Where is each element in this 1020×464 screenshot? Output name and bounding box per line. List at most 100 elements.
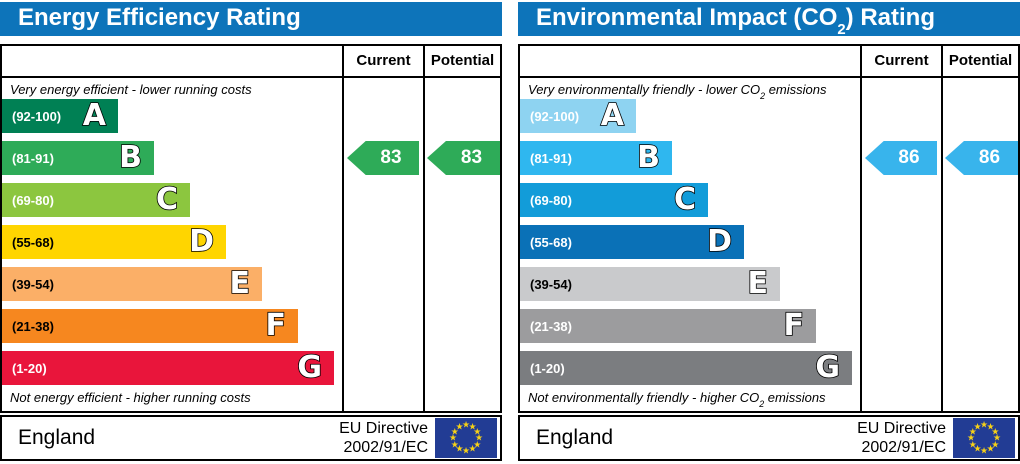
current-column-header: Current <box>874 52 929 69</box>
eu-directive-label: EU Directive 2002/91/EC <box>857 417 946 459</box>
environmental-impact-panel: Environmental Impact (CO2) Rating Curren… <box>518 0 1020 464</box>
potential-column-header: Potential <box>430 52 495 69</box>
panel-title-bar: Environmental Impact (CO2) Rating <box>518 2 1020 38</box>
band-letter: D <box>188 224 215 260</box>
band-e: (39-54) E <box>2 266 262 302</box>
panel-title: Environmental Impact (CO2) Rating <box>518 3 935 38</box>
eu-flag-star: ★ <box>973 421 982 432</box>
eu-flag-star: ★ <box>473 439 482 449</box>
eu-flag-star: ★ <box>973 443 982 454</box>
band-letter: D <box>706 224 733 260</box>
panel-title-bar: Energy Efficiency Rating <box>0 2 502 36</box>
band-b: (81-91) B <box>520 140 672 176</box>
band-letter: A <box>600 98 625 134</box>
top-caption: Very energy efficient - lower running co… <box>10 82 252 100</box>
top-caption: Very environmentally friendly - lower CO… <box>528 82 827 102</box>
band-c: (69-80) C <box>2 182 190 218</box>
eu-directive-line2: 2002/91/EC <box>861 439 946 456</box>
band-range-label: (55-68) <box>12 234 54 250</box>
band-letter: A <box>82 98 107 134</box>
band-d: (55-68) D <box>520 224 744 260</box>
bottom-caption-text: Not environmentally friendly - higher CO <box>528 390 760 405</box>
band-f: (21-38) F <box>520 308 816 343</box>
bottom-caption: Not energy efficient - higher running co… <box>10 390 251 408</box>
band-range-label: (55-68) <box>530 234 572 250</box>
band-g: (1-20) G <box>2 350 334 386</box>
potential-rating-value: 86 <box>978 147 1001 168</box>
current-rating-value: 86 <box>898 147 920 168</box>
panel-title-text: Environmental Impact (CO <box>536 3 838 31</box>
band-range-label: (92-100) <box>530 108 580 124</box>
eu-directive-label: EU Directive 2002/91/EC <box>339 417 428 459</box>
eu-flag-star: ★ <box>966 432 976 443</box>
band-range-label: (21-38) <box>530 318 572 334</box>
band-c: (69-80) C <box>520 182 708 217</box>
eu-flag-star: ★ <box>968 426 977 436</box>
eu-directive-line1: EU Directive <box>857 420 946 437</box>
band-range-label: (1-20) <box>12 360 47 376</box>
band-range-label: (69-80) <box>12 192 54 208</box>
column-divider <box>941 46 943 411</box>
eu-flag: ★ ★ ★ ★ ★ ★ ★ ★ ★ ★ ★ ★ <box>435 418 497 458</box>
eu-flag-star: ★ <box>991 439 1000 449</box>
band-letter: E <box>747 266 769 302</box>
top-caption-text: Very energy efficient - lower running co… <box>10 82 252 97</box>
band-range-label: (39-54) <box>530 276 572 292</box>
band-a: (92-100) A <box>2 98 118 134</box>
eu-flag-star: ★ <box>468 421 477 432</box>
band-letter: E <box>229 266 251 302</box>
band-range-label: (39-54) <box>12 276 54 292</box>
eu-flag-star: ★ <box>461 445 471 456</box>
band-letter: B <box>636 140 660 176</box>
potential-rating-value: 83 <box>460 147 483 168</box>
eu-flag-star: ★ <box>986 421 995 432</box>
eu-flag-star: ★ <box>450 426 459 436</box>
band-letter: G <box>297 350 323 386</box>
eu-flag-star: ★ <box>461 419 471 430</box>
band-e: (39-54) E <box>520 266 780 302</box>
band-range-label: (21-38) <box>12 318 54 334</box>
eu-flag-star: ★ <box>455 421 464 432</box>
energy-efficiency-panel: Energy Efficiency Rating Current Potenti… <box>0 0 502 464</box>
band-b: (81-91) B <box>2 140 154 175</box>
panel-title-suffix: ) Rating <box>845 3 935 31</box>
top-caption-suffix: emissions <box>765 82 827 97</box>
bands-area: Very environmentally friendly - lower CO… <box>520 46 1018 411</box>
eu-flag-star: ★ <box>991 426 1000 436</box>
region-label: England <box>18 426 96 449</box>
eu-flag-star: ★ <box>455 443 464 454</box>
band-d: (55-68) D <box>2 224 226 260</box>
bottom-caption-subscript: 2 <box>759 399 765 410</box>
eu-flag-star: ★ <box>473 426 482 436</box>
band-range-label: (81-91) <box>530 150 572 166</box>
bottom-caption-suffix: emissions <box>764 390 826 405</box>
band-range-label: (92-100) <box>12 108 62 124</box>
header-row-divider <box>2 76 500 78</box>
eu-flag-star: ★ <box>448 432 458 443</box>
eu-flag-star: ★ <box>986 443 995 454</box>
eu-flag: ★ ★ ★ ★ ★ ★ ★ ★ ★ ★ ★ ★ <box>953 418 1015 458</box>
panel-title: Energy Efficiency Rating <box>0 4 301 35</box>
band-range-label: (1-20) <box>530 360 565 376</box>
eu-directive-line2: 2002/91/EC <box>343 439 428 456</box>
band-range-label: (69-80) <box>530 192 572 208</box>
eu-flag-star: ★ <box>474 432 484 443</box>
band-letter: C <box>155 182 179 218</box>
column-divider <box>860 46 862 411</box>
band-letter: F <box>265 308 287 344</box>
panel-title-subscript: 2 <box>837 21 846 38</box>
eu-flag-star: ★ <box>979 445 989 456</box>
band-a: (92-100) A <box>520 98 636 134</box>
eu-directive-line1: EU Directive <box>339 420 428 437</box>
band-letter: G <box>815 350 841 386</box>
top-caption-text: Very environmentally friendly - lower CO <box>528 82 761 97</box>
current-rating-value: 83 <box>380 147 402 168</box>
panel-title-text: Energy Efficiency Rating <box>18 3 301 31</box>
eu-flag-star: ★ <box>992 432 1002 443</box>
rating-table: Current Potential Very environmentally f… <box>518 44 1020 413</box>
top-caption-subscript: 2 <box>760 91 766 102</box>
column-divider <box>423 46 425 411</box>
rating-table: Current Potential Very energy efficient … <box>0 44 502 413</box>
band-f: (21-38) F <box>2 308 298 344</box>
